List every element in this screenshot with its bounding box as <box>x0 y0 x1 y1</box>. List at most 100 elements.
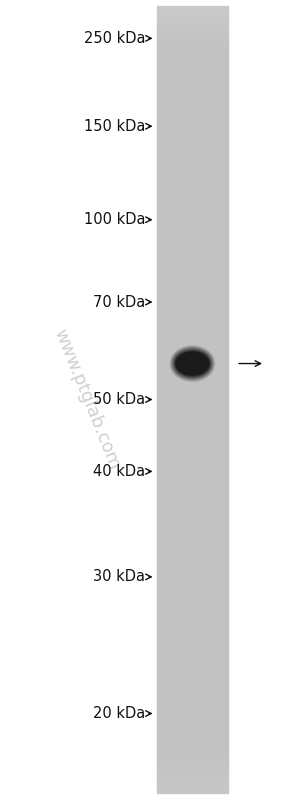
Bar <box>157 106 228 109</box>
Ellipse shape <box>171 347 214 380</box>
Ellipse shape <box>171 347 214 380</box>
Bar <box>157 553 228 555</box>
Bar <box>157 252 228 254</box>
Bar <box>157 702 228 704</box>
Bar <box>157 623 228 626</box>
Bar <box>157 289 228 292</box>
Bar <box>157 533 228 535</box>
Bar <box>157 63 228 66</box>
Bar <box>157 242 228 244</box>
Bar <box>157 618 228 620</box>
Bar <box>157 225 228 227</box>
Bar <box>157 169 228 172</box>
Bar <box>157 435 228 437</box>
Bar <box>157 209 228 211</box>
Bar <box>157 46 228 48</box>
Bar <box>157 238 228 240</box>
Bar <box>157 153 228 156</box>
Bar <box>157 476 228 478</box>
Ellipse shape <box>175 350 210 377</box>
Bar <box>157 499 228 502</box>
Bar <box>157 433 228 435</box>
Bar <box>157 176 228 177</box>
Bar <box>157 737 228 740</box>
Bar <box>157 531 228 533</box>
Ellipse shape <box>174 350 211 377</box>
Ellipse shape <box>171 346 214 381</box>
Text: 100 kDa: 100 kDa <box>84 213 145 227</box>
Bar <box>157 588 228 590</box>
Bar <box>157 244 228 246</box>
Bar <box>157 319 228 321</box>
Bar <box>157 103 228 105</box>
Bar <box>157 378 228 380</box>
Bar <box>157 388 228 390</box>
Bar <box>157 635 228 638</box>
Bar <box>157 403 228 405</box>
Bar <box>157 586 228 588</box>
Ellipse shape <box>172 348 213 380</box>
Bar <box>157 258 228 260</box>
Bar <box>157 164 228 165</box>
Ellipse shape <box>176 352 209 376</box>
Ellipse shape <box>176 352 209 375</box>
Bar <box>157 372 228 374</box>
Bar <box>157 443 228 445</box>
Bar <box>157 673 228 674</box>
Ellipse shape <box>176 352 209 375</box>
Bar <box>157 503 228 506</box>
Bar <box>157 93 228 95</box>
Bar <box>157 460 228 463</box>
Ellipse shape <box>172 348 213 380</box>
Bar <box>157 8 228 10</box>
Bar <box>157 70 228 71</box>
Bar <box>157 296 228 297</box>
Bar <box>157 297 228 300</box>
Bar <box>157 350 228 352</box>
Bar <box>157 773 228 775</box>
Bar <box>157 126 228 129</box>
Bar <box>157 535 228 537</box>
Bar <box>157 572 228 574</box>
Ellipse shape <box>177 352 208 375</box>
Bar <box>157 199 228 201</box>
Bar <box>157 514 228 515</box>
Bar <box>157 602 228 604</box>
Bar <box>157 352 228 354</box>
Bar <box>157 42 228 44</box>
Bar <box>157 729 228 732</box>
Bar <box>157 313 228 315</box>
Bar <box>157 626 228 627</box>
Bar <box>157 451 228 452</box>
Bar <box>157 670 228 673</box>
Bar <box>157 415 228 417</box>
Ellipse shape <box>172 348 213 380</box>
Bar <box>157 134 228 136</box>
Bar <box>157 356 228 358</box>
Bar <box>157 779 228 781</box>
Bar <box>157 172 228 173</box>
Bar <box>157 390 228 392</box>
Bar <box>157 751 228 753</box>
Bar <box>157 386 228 388</box>
Bar <box>157 161 228 164</box>
Bar <box>157 413 228 415</box>
Bar <box>157 234 228 237</box>
Bar <box>157 59 228 62</box>
Bar <box>157 510 228 511</box>
Ellipse shape <box>174 350 211 377</box>
Bar <box>157 32 228 34</box>
Bar <box>157 183 228 185</box>
Bar <box>157 506 228 507</box>
Bar <box>157 606 228 608</box>
Bar <box>157 592 228 594</box>
Bar <box>157 272 228 274</box>
Bar <box>157 490 228 492</box>
Bar <box>157 117 228 118</box>
Bar <box>157 38 228 40</box>
Bar <box>157 168 228 169</box>
Bar <box>157 732 228 733</box>
Bar <box>157 663 228 665</box>
Bar <box>157 44 228 46</box>
Bar <box>157 148 228 150</box>
